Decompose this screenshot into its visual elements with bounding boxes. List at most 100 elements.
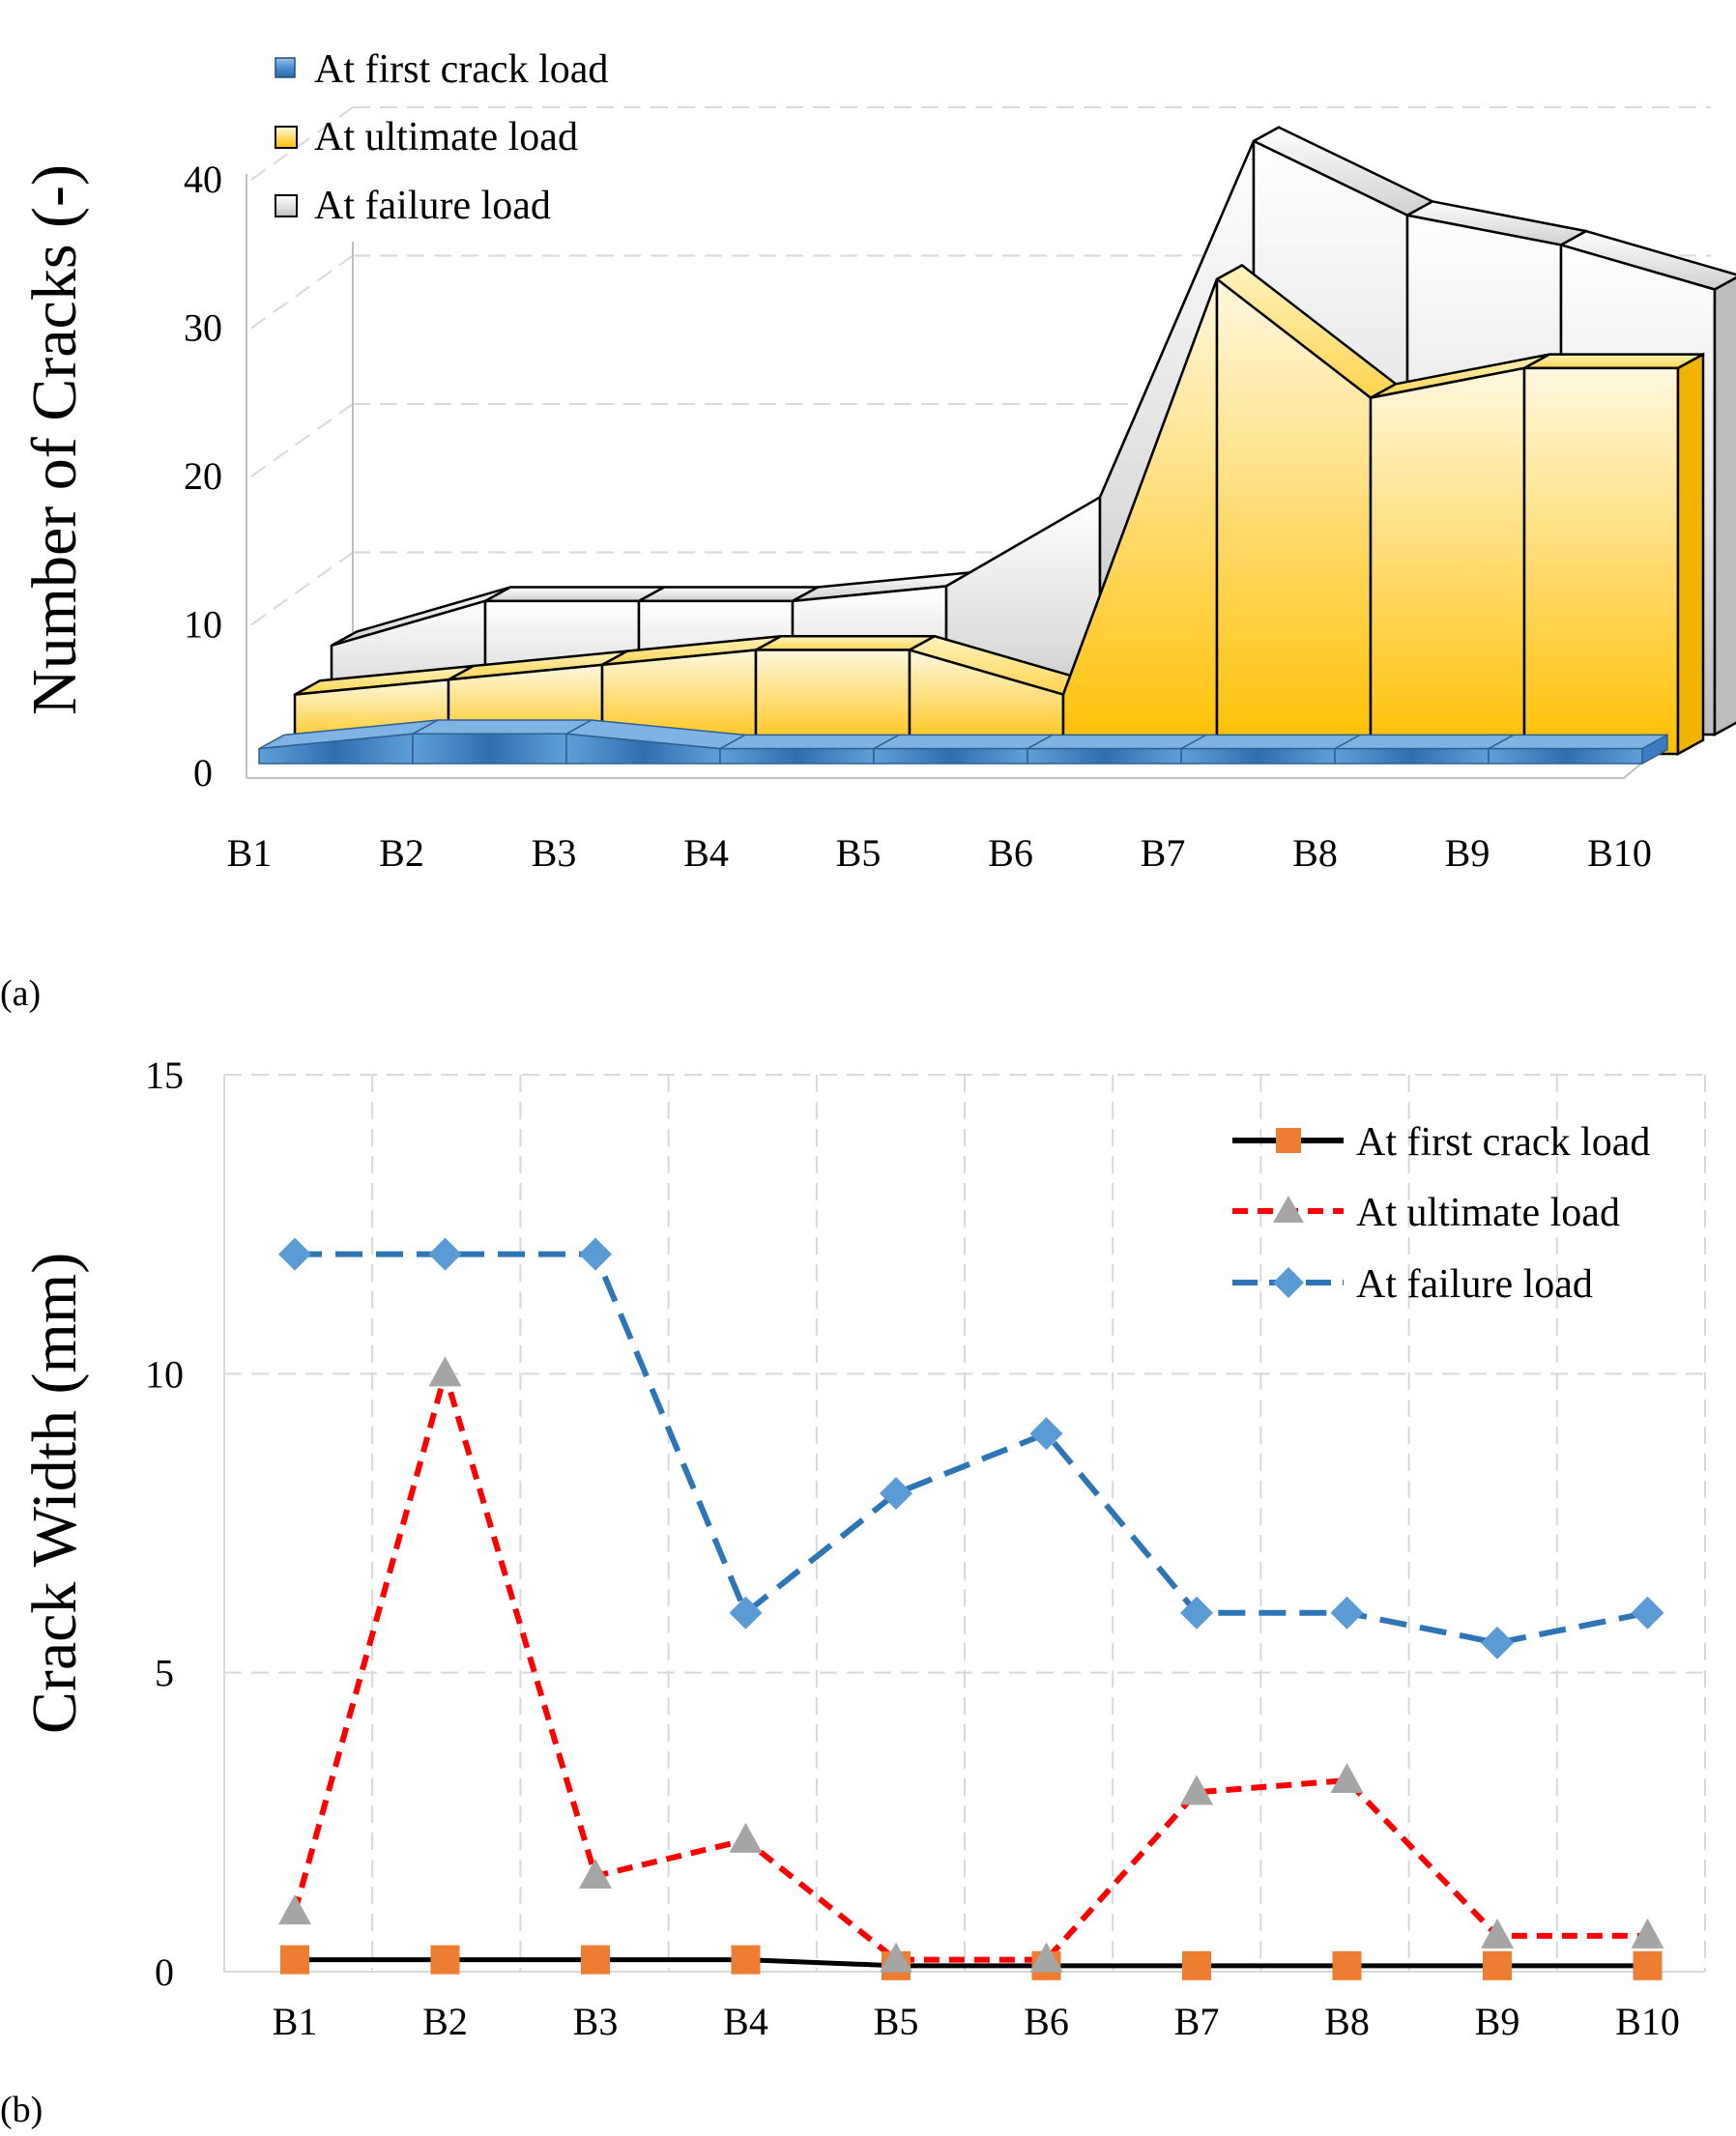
chart-b-y-tick-label: 0 — [155, 1950, 174, 1994]
chart-b-legend: At first crack load At ultimate load At … — [1232, 1120, 1650, 1307]
chart-b-x-tick-label: B2 — [422, 2000, 468, 2043]
chart-a-series-ultimate — [293, 264, 1705, 757]
data-point-ultimate-B2 — [428, 1356, 462, 1387]
legend-b-item-ultimate: At ultimate load — [1232, 1191, 1620, 1235]
legend-b-marker-failure — [1273, 1267, 1304, 1298]
chart-a-y-axis-title: Number of Cracks (-) — [19, 164, 90, 715]
chart-a-x-tick-label: B2 — [379, 831, 424, 875]
chart-a-x-tick-label: B8 — [1292, 831, 1338, 875]
chart-b-x-tick-label: B9 — [1475, 2000, 1520, 2043]
chart-b-y-tick-label: 5 — [155, 1652, 174, 1695]
chart-b-x-tick-label: B4 — [723, 2000, 768, 2043]
chart-b-x-tick-label: B8 — [1324, 2000, 1370, 2043]
data-point-failure-B5 — [880, 1477, 912, 1511]
legend-b-label-failure: At failure load — [1356, 1262, 1593, 1307]
data-point-failure-B7 — [1180, 1596, 1213, 1630]
chart-a-x-tick-labels: B1 B2 B3 B4 B5 B6 B7 B8 B9 B10 — [227, 831, 1652, 875]
data-point-first-crack-B1 — [280, 1945, 309, 1975]
panel-label-a: (a) — [0, 973, 41, 1014]
area-endcap-first-crack — [1641, 734, 1668, 765]
chart-b-x-tick-label: B6 — [1024, 2000, 1069, 2043]
chart-b-y-tick-label: 10 — [145, 1352, 184, 1396]
chart-a-series-first-crack — [258, 719, 1668, 765]
data-point-first-crack-B2 — [430, 1945, 460, 1975]
chart-a-x-tick-label: B5 — [836, 831, 882, 875]
chart-a-y-tick-label: 0 — [193, 751, 213, 794]
data-point-ultimate-B3 — [579, 1859, 612, 1890]
legend-swatch-failure — [275, 194, 298, 217]
series-line-failure — [295, 1251, 1649, 1646]
chart-b-x-tick-label: B5 — [874, 2000, 919, 2043]
data-point-ultimate-B7 — [1180, 1775, 1213, 1805]
chart-a-side-gridline — [250, 551, 354, 626]
data-point-first-crack-B7 — [1182, 1950, 1211, 1980]
chart-b-series-lines — [292, 1251, 1649, 1969]
data-point-ultimate-B9 — [1481, 1918, 1514, 1948]
chart-a-side-gridline — [250, 403, 354, 477]
legend-label-failure: At failure load — [314, 184, 551, 228]
area-front-first-crack-3 — [719, 747, 875, 765]
legend-item-first-crack: At first crack load — [275, 47, 608, 92]
area-top-first-crack-5 — [1027, 734, 1207, 750]
chart-a-side-gridline — [250, 254, 354, 330]
chart-a-y-tick-label: 40 — [184, 158, 222, 201]
area-front-first-crack-4 — [873, 747, 1028, 765]
chart-b-x-tick-label: B7 — [1174, 2000, 1220, 2043]
series-line-ultimate — [292, 1371, 1648, 1963]
area-top-first-crack-1 — [412, 719, 593, 736]
chart-b-x-tick-label: B3 — [573, 2000, 619, 2043]
legend-swatch-ultimate — [275, 126, 298, 149]
legend-label-first-crack: At first crack load — [314, 47, 608, 92]
chart-a-legend: At first crack load At ultimate load At … — [275, 47, 608, 228]
data-point-first-crack-B4 — [731, 1945, 761, 1975]
legend-b-label-ultimate: At ultimate load — [1356, 1191, 1620, 1235]
area-top-first-crack-4 — [873, 734, 1054, 750]
data-point-ultimate-B6 — [1029, 1942, 1063, 1973]
area-front-first-crack-5 — [1027, 747, 1182, 765]
chart-a-y-tick-label: 20 — [184, 454, 222, 498]
data-point-failure-B8 — [1330, 1596, 1364, 1630]
area-top-first-crack-3 — [719, 734, 900, 750]
chart-b-y-axis-title: Crack Width (mm) — [19, 1253, 90, 1734]
area-front-ultimate-7 — [1369, 366, 1526, 756]
chart-a-y-tick-label: 30 — [184, 306, 222, 350]
data-point-failure-B1 — [278, 1237, 311, 1271]
data-point-first-crack-B8 — [1332, 1950, 1362, 1980]
legend-b-item-first-crack: At first crack load — [1232, 1120, 1650, 1165]
chart-a-side-gridline — [250, 106, 354, 181]
area-front-ultimate-8 — [1522, 366, 1680, 756]
area-front-first-crack-8 — [1488, 747, 1643, 765]
chart-a-x-tick-label: B6 — [988, 831, 1033, 875]
panel-label-b: (b) — [0, 2090, 43, 2130]
data-point-first-crack-B10 — [1633, 1950, 1663, 1980]
area-top-first-crack-8 — [1488, 734, 1668, 750]
chart-a-x-tick-label: B10 — [1587, 831, 1652, 875]
chart-b-gridlines — [223, 1074, 1706, 1973]
data-point-failure-B4 — [729, 1596, 763, 1630]
data-point-ultimate-B10 — [1631, 1918, 1664, 1948]
chart-b-x-tick-labels: B1 B2 B3 B4 B5 B6 B7 B8 B9 B10 — [273, 2000, 1680, 2043]
chart-a-x-tick-label: B3 — [532, 831, 577, 875]
data-point-ultimate-B4 — [729, 1822, 763, 1853]
area-top-failure-2 — [637, 586, 820, 603]
area-top-failure-1 — [483, 586, 666, 603]
area-top-first-crack-6 — [1180, 734, 1361, 750]
area-front-first-crack-6 — [1180, 747, 1336, 765]
legend-item-failure: At failure load — [275, 184, 551, 228]
area-top-ultimate-8 — [1522, 353, 1705, 370]
data-point-first-crack-B3 — [581, 1945, 610, 1975]
data-point-first-crack-B9 — [1483, 1950, 1512, 1980]
area-top-first-crack-7 — [1334, 734, 1515, 750]
chart-a: 0 10 20 30 40 B1 B2 B3 B4 B5 B6 B7 B8 B9 B10 Number o… — [0, 47, 1736, 1014]
data-point-failure-B6 — [1029, 1417, 1063, 1451]
legend-label-ultimate: At ultimate load — [314, 115, 578, 159]
data-point-ultimate-B1 — [278, 1894, 311, 1925]
area-front-first-crack-1 — [412, 733, 567, 765]
area-endcap-failure — [1713, 275, 1736, 737]
chart-a-y-tick-label: 10 — [184, 603, 222, 647]
legend-b-label-first-crack: At first crack load — [1356, 1120, 1650, 1165]
data-point-ultimate-B8 — [1330, 1763, 1364, 1794]
area-top-ultimate-3 — [754, 635, 937, 651]
area-endcap-ultimate — [1676, 352, 1705, 757]
